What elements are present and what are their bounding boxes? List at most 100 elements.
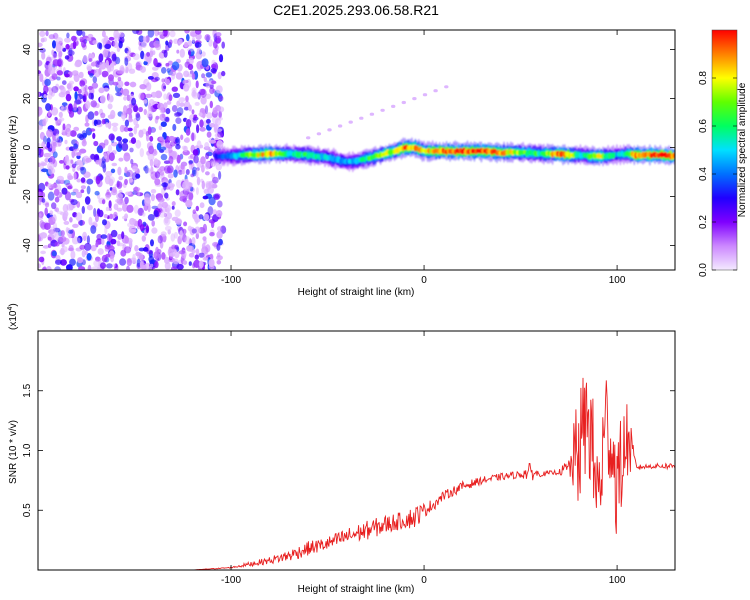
spectrogram-noise-speck [163, 102, 168, 109]
spectrogram-noise-speck [40, 191, 46, 199]
spectrogram-noise-speck [110, 255, 114, 263]
spectrogram-noise-speck [76, 159, 83, 166]
spectrogram-noise-speck [80, 177, 86, 183]
spectrogram-noise-speck [184, 30, 190, 34]
spectrogram-noise-speck [217, 131, 223, 138]
spectrogram-noise-speck [71, 163, 77, 169]
spectrogram-noise-speck [82, 95, 86, 101]
spectrogram-noise-speck [188, 160, 194, 164]
spectrogram-noise-speck [151, 220, 155, 227]
spectrogram-noise-speck [163, 93, 168, 101]
spectrogram-noise-speck [81, 130, 87, 139]
spectrogram-noise-speck [66, 32, 70, 39]
spectrogram-noise-speck [150, 91, 157, 98]
spectrogram-noise-speck [54, 241, 60, 247]
spectrogram-noise-speck [75, 191, 83, 199]
spectrogram-noise-speck [159, 240, 164, 249]
spectrogram-noise-speck [163, 49, 168, 58]
spectrogram-noise-speck [143, 99, 148, 104]
spectrogram-noise-speck [111, 53, 117, 62]
spectrogram-noise-speck [176, 100, 181, 107]
spectrogram-noise-speck [199, 119, 204, 128]
spectrogram-noise-speck [201, 51, 206, 57]
snr-x-tick-label: 100 [609, 575, 626, 586]
spectrogram-noise-speck [142, 212, 146, 217]
spectrogram-noise-speck [95, 119, 102, 125]
spectrogram-noise-speck [147, 30, 155, 38]
spectrogram-noise-speck [153, 158, 159, 165]
spectrogram-noise-speck [102, 219, 107, 226]
spectrogram-noise-speck [172, 123, 177, 132]
spectrogram-noise-speck [80, 185, 86, 190]
spectrogram-noise-speck [217, 116, 223, 121]
spectrogram-noise-speck [210, 68, 217, 74]
spectrogram-noise-speck [86, 37, 92, 42]
spectrogram-noise-speck [198, 260, 204, 269]
snr-x-tick-label: -100 [221, 575, 241, 586]
spectrogram-noise-speck [50, 183, 58, 189]
spectrogram-noise-speck [161, 78, 165, 83]
spectrogram-noise-speck [142, 36, 147, 42]
spectrogram-noise-speck [65, 165, 70, 170]
snr-y-scale-label: (x104) [7, 303, 19, 330]
spectrogram-noise-speck [164, 225, 172, 232]
spectrogram-faint-trace [359, 116, 364, 120]
spectrogram-noise-speck [171, 61, 180, 71]
spectrogram-noise-speck [76, 237, 81, 244]
spectrogram-noise-speck [153, 251, 160, 260]
snr-y-tick-label: 1.5 [22, 383, 33, 397]
spectrogram-noise-speck [192, 209, 197, 214]
spectrogram-noise-speck [175, 112, 182, 117]
spectrogram-noise-speck [64, 191, 72, 201]
spectrogram-noise-speck [138, 92, 145, 101]
spectrogram-noise-speck [52, 32, 59, 40]
spectrogram-noise-speck [176, 49, 180, 54]
spectrogram-noise-speck [77, 257, 84, 264]
spectrogram-noise-speck [159, 201, 164, 206]
spectrogram-noise-speck [79, 80, 86, 87]
spectrogram-faint-trace [422, 93, 428, 97]
spectrogram-noise-speck [38, 199, 42, 206]
snr-series-line [38, 377, 675, 570]
spectrogram-noise-speck [51, 202, 57, 210]
spectrogram-noise-speck [194, 42, 202, 48]
spectrogram-noise-speck [101, 238, 105, 246]
spectrogram-noise-speck [129, 229, 137, 233]
spectrogram-noise-speck [93, 140, 99, 147]
spectrogram-noise-speck [64, 73, 70, 78]
spectrogram-noise-speck [164, 216, 169, 224]
spectrogram-noise-speck [106, 263, 113, 269]
spectrogram-noise-speck [89, 128, 96, 132]
spectrogram-noise-speck [111, 162, 118, 167]
spectrogram-noise-speck [46, 141, 51, 149]
spectrogram-noise-speck [165, 108, 171, 115]
spectrogram-noise-speck [90, 244, 97, 252]
spectrogram-noise-speck [100, 234, 108, 239]
spectrogram-noise-speck [200, 156, 206, 165]
spectrogram-noise-speck [201, 58, 209, 68]
spectrogram-noise-speck [144, 197, 151, 206]
spectrogram-noise-speck [134, 245, 139, 252]
spectrogram-noise-speck [176, 154, 181, 164]
spectrogram-noise-speck [48, 66, 56, 75]
spectrogram-noise-speck [112, 125, 118, 132]
spectrogram-noise-speck [56, 175, 64, 182]
spectrogram-noise-speck [126, 265, 130, 270]
spectrogram-noise-speck [190, 173, 195, 178]
spectrogram-noise-speck [158, 211, 166, 218]
spectrogram-noise-speck [200, 88, 207, 98]
spectrogram-noise-speck [202, 236, 207, 241]
spectrogram-noise-speck [215, 163, 222, 171]
spectrogram-noise-speck [218, 106, 225, 113]
spectrogram-noise-speck [68, 244, 74, 251]
spectrogram-noise-speck [141, 235, 146, 242]
spectrogram-noise-speck [171, 86, 178, 92]
spectrogram-noise-speck [66, 264, 73, 270]
spectrogram-noise-speck [97, 248, 104, 255]
spectrogram-noise-speck [101, 70, 109, 77]
spectrogram-noise-speck [204, 34, 211, 41]
spectrogram-noise-speck [173, 231, 178, 239]
spectrogram-noise-speck [126, 169, 134, 178]
spectrogram-noise-speck [39, 47, 46, 53]
spectrogram-noise-speck [44, 222, 51, 230]
